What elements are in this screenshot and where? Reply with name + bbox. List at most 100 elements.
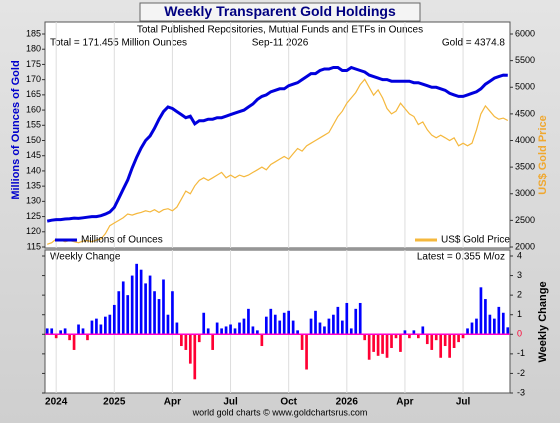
bar <box>130 275 134 335</box>
bar <box>470 322 474 335</box>
bar <box>305 334 308 370</box>
bar <box>238 322 241 335</box>
bar <box>188 334 192 364</box>
bar <box>403 330 407 335</box>
bar <box>162 279 165 335</box>
bar <box>99 324 103 335</box>
bar <box>309 318 313 335</box>
bar <box>327 318 331 335</box>
y-tick-label: 140 <box>26 165 41 175</box>
bottom-y-axis-label: Weekly Change <box>537 281 549 362</box>
bar <box>72 334 76 350</box>
bar <box>206 328 210 335</box>
bar <box>479 287 483 335</box>
bar <box>399 334 402 352</box>
y2-tick-label: 3500 <box>515 162 535 172</box>
y-tick-label: 180 <box>26 44 41 54</box>
y-tick-label: 125 <box>26 211 41 221</box>
bar <box>202 312 206 335</box>
x-tick-label: Jul <box>456 397 471 408</box>
bar <box>417 334 420 339</box>
bar <box>153 291 156 335</box>
chart-title: Weekly Transparent Gold Holdings <box>164 3 396 19</box>
total-label: Total = 171.455 Million Ounces <box>50 38 187 49</box>
y2-tick-label: 6000 <box>515 28 535 38</box>
bar <box>77 324 80 335</box>
y-tick-label: 130 <box>26 196 41 206</box>
bar <box>175 322 179 335</box>
y-tick-label: 115 <box>27 241 41 251</box>
bar <box>264 316 268 335</box>
bar <box>180 334 183 347</box>
bar <box>434 334 438 341</box>
subtitle: Total Published Repositories, Mutual Fun… <box>137 25 423 36</box>
y-tick-label: 150 <box>26 135 41 145</box>
bar <box>318 322 322 335</box>
x-tick-label: Apr <box>164 397 181 408</box>
y-tick-label: 3 <box>517 270 522 280</box>
y2-tick-label: 2500 <box>515 215 535 225</box>
bar <box>340 320 344 335</box>
y2-tick-label: 4000 <box>515 135 535 145</box>
bar <box>90 320 94 335</box>
bar <box>336 306 340 335</box>
bar <box>59 330 62 335</box>
y-tick-label: 170 <box>26 74 41 84</box>
x-tick-label: 2025 <box>103 397 126 408</box>
gold-label: Gold = 4374.8 <box>442 38 506 49</box>
bar <box>349 328 353 335</box>
x-tick-label: Oct <box>280 397 297 408</box>
bar <box>425 334 429 345</box>
series-line <box>46 78 509 245</box>
bar <box>117 291 121 335</box>
bar <box>139 269 143 335</box>
bar <box>443 334 447 347</box>
bar <box>144 283 147 335</box>
bar <box>506 327 510 335</box>
y-tick-label: 165 <box>26 89 41 99</box>
y-tick-label: 185 <box>26 28 41 38</box>
bar <box>497 306 501 335</box>
bar <box>457 334 460 343</box>
bar <box>126 295 130 335</box>
bar <box>448 334 451 358</box>
bar <box>282 312 286 335</box>
y-tick-label: -2 <box>517 368 525 378</box>
y2-axis-label: US$ Gold Price <box>537 115 549 194</box>
y-tick-label: 4 <box>517 250 522 260</box>
legend-label: US$ Gold Price <box>441 235 510 246</box>
bar <box>215 322 219 335</box>
footer: world gold charts © www.goldchartsrus.co… <box>192 407 368 417</box>
bar <box>452 334 456 348</box>
bar <box>475 318 478 335</box>
bar <box>121 281 125 335</box>
bar <box>287 310 291 335</box>
bar <box>251 326 255 335</box>
title-box <box>139 2 421 22</box>
bar <box>148 275 152 335</box>
bar <box>296 330 299 335</box>
bar <box>104 316 107 335</box>
bar <box>242 318 246 335</box>
bar <box>86 334 89 341</box>
bar <box>501 312 505 335</box>
y-tick-label: 120 <box>26 226 41 236</box>
bar <box>354 308 358 335</box>
y-tick-label: -3 <box>517 387 525 397</box>
bar <box>171 291 174 335</box>
annotation: Latest = 0.355 M/oz <box>417 252 505 263</box>
bar <box>50 328 54 335</box>
legend-label: Millions of Ounces <box>81 235 163 246</box>
y-tick-label: 145 <box>26 150 41 160</box>
bar <box>112 304 116 335</box>
bar <box>193 334 197 380</box>
bar <box>157 299 161 335</box>
bar <box>54 334 58 339</box>
date-label: Sep-11 2026 <box>252 38 309 49</box>
bar <box>363 334 367 341</box>
bar <box>466 328 469 335</box>
bar <box>439 334 443 358</box>
bar <box>260 334 264 347</box>
bar <box>63 328 67 335</box>
